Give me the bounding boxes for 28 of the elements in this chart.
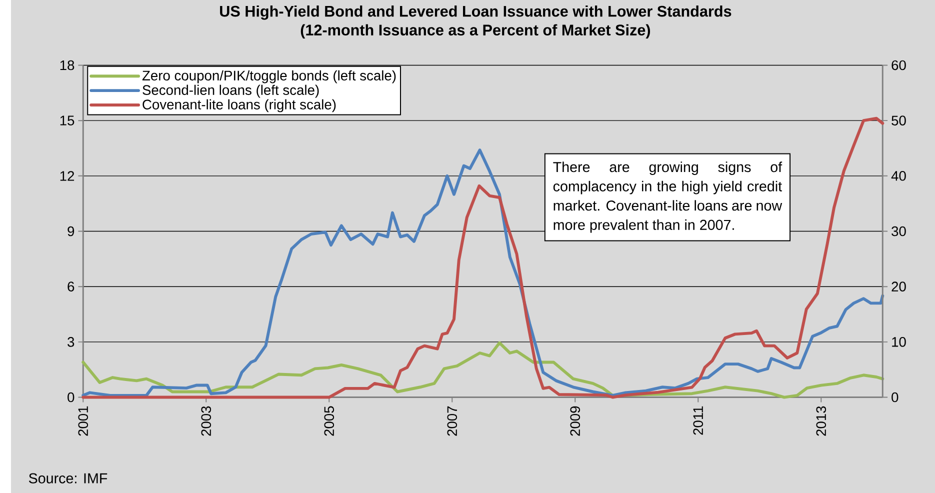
legend-label: Second-lien loans (left scale) <box>142 84 319 98</box>
y2-tick-label: 50 <box>892 116 906 126</box>
x-tick-label: 2001 <box>78 406 88 436</box>
y2-tick-label: 20 <box>892 282 906 292</box>
y-tick-label: 18 <box>60 60 74 70</box>
y2-tick-label: 60 <box>892 60 906 70</box>
y-tick-label: 0 <box>68 392 74 402</box>
chart-subtitle: (12-month Issuance as a Percent of Market Size) <box>300 24 650 38</box>
y2-tick-label: 0 <box>892 392 898 402</box>
y-tick-label: 9 <box>68 226 74 236</box>
legend-label: Covenant-lite loans (right scale) <box>142 99 336 112</box>
x-tick-label: 2005 <box>324 406 334 436</box>
legend-label: Zero coupon/PIK/toggle bonds (left scale) <box>142 70 396 84</box>
y2-tick-label: 10 <box>892 336 906 347</box>
x-tick-label: 2013 <box>816 406 826 436</box>
x-tick-label: 2007 <box>447 406 458 436</box>
x-tick-label: 2003 <box>201 406 212 436</box>
y2-tick-label: 30 <box>892 226 906 236</box>
annotation: There are growing signs of complacency in the high yield credit market. Covenant-lite loans are now more prevalent than in 2007. <box>553 162 782 233</box>
x-tick-label: 2011 <box>693 406 704 435</box>
y-tick-label: 15 <box>60 116 74 126</box>
y-tick-label: 6 <box>68 282 74 292</box>
y-tick-label: 3 <box>68 336 74 347</box>
y-tick-label: 12 <box>60 171 74 181</box>
chart-title: US High-Yield Bond and Levered Loan Issuance with Lower Standards <box>220 5 732 20</box>
x-tick-label: 2009 <box>570 406 580 436</box>
source-note: Source: IMF <box>28 473 108 484</box>
y2-tick-label: 40 <box>891 170 906 181</box>
